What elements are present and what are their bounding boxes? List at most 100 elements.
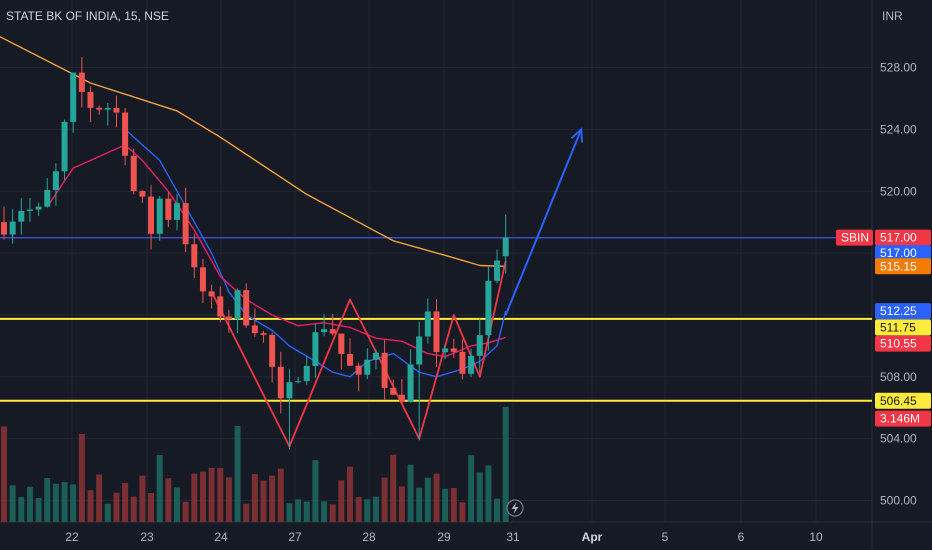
price-label-5: 510.55 <box>875 335 931 352</box>
candle-body-27 <box>234 290 241 320</box>
volume-bar-50 <box>433 473 440 522</box>
candle-body-31 <box>269 334 276 367</box>
price-label-text-5: 510.55 <box>880 337 917 351</box>
volume-bar-19 <box>165 478 172 522</box>
y-tick-label-6: 524.00 <box>880 122 917 136</box>
symbol-tag-bg <box>836 229 873 246</box>
volume-bar-31 <box>269 475 276 522</box>
candle-body-32 <box>277 366 284 399</box>
candle-body-48 <box>416 336 423 365</box>
volume-bar-25 <box>217 468 224 522</box>
x-tick-label-8: 5 <box>662 530 669 544</box>
volume-bar-51 <box>442 488 449 522</box>
price-label-6: 506.45 <box>875 392 931 409</box>
x-tick-label-2: 24 <box>214 530 228 544</box>
volume-bar-57 <box>494 498 501 522</box>
x-tick-label-4: 28 <box>362 530 376 544</box>
candle-body-9 <box>78 72 85 92</box>
x-tick-label-7: Apr <box>582 530 603 544</box>
volume-bar-16 <box>139 475 146 522</box>
candle-body-37 <box>321 329 328 333</box>
price-label-3: 512.25 <box>875 303 931 320</box>
candle-body-6 <box>52 171 59 190</box>
candle-body-1 <box>9 221 16 235</box>
volume-bar-32 <box>277 468 284 522</box>
candle-body-12 <box>104 108 111 110</box>
candle-body-13 <box>113 108 120 113</box>
candle-body-11 <box>96 107 103 110</box>
symbol-title: STATE BK OF INDIA, 15, NSE <box>6 9 169 23</box>
price-label-text-1: 517.00 <box>880 246 917 260</box>
volume-bar-54 <box>468 455 475 522</box>
candle-body-58 <box>502 237 509 257</box>
candle-body-22 <box>191 244 198 268</box>
volume-bar-55 <box>476 472 483 522</box>
price-label-text-3: 512.25 <box>880 304 917 318</box>
trend-arrow-head <box>570 127 584 143</box>
volume-bar-26 <box>225 477 232 522</box>
volume-bar-41 <box>355 497 362 522</box>
volume-bar-46 <box>398 486 405 522</box>
candle-body-8 <box>70 72 77 122</box>
price-label-text-6: 506.45 <box>880 394 917 408</box>
candle-body-26 <box>225 316 232 320</box>
volume-bar-33 <box>286 503 293 522</box>
candle-body-43 <box>372 352 379 360</box>
volume-bar-0 <box>1 426 7 522</box>
volume-bar-45 <box>390 454 397 522</box>
volume-bar-23 <box>199 471 206 522</box>
volume-bar-12 <box>104 503 111 522</box>
volume-bar-15 <box>130 496 137 522</box>
volume-bar-8 <box>70 484 77 522</box>
candle-body-19 <box>165 198 172 220</box>
candle-body-39 <box>338 333 345 354</box>
volume-bar-4 <box>35 498 42 522</box>
price-label-text-7: 3.146M <box>880 412 920 426</box>
candle-body-0 <box>1 222 7 235</box>
volume-bar-2 <box>18 497 25 522</box>
candle-body-42 <box>364 359 371 375</box>
volume-bar-5 <box>44 478 51 522</box>
series-line-0 <box>0 35 506 267</box>
x-tick-label-5: 29 <box>437 530 451 544</box>
candle-body-54 <box>468 355 475 374</box>
y-tick-label-2: 508.00 <box>880 370 917 384</box>
x-tick-label-9: 6 <box>738 530 745 544</box>
volume-bar-21 <box>182 501 189 522</box>
volume-bar-53 <box>459 502 466 522</box>
volume-bar-49 <box>424 477 431 522</box>
volume-bar-3 <box>26 486 33 522</box>
y-tick-label-0: 500.00 <box>880 494 917 508</box>
candle-body-34 <box>295 381 302 383</box>
currency-label: INR <box>882 9 903 23</box>
price-label-bg-7 <box>875 410 931 427</box>
price-label-1: 517.00 <box>875 245 931 262</box>
volume-bars <box>1 407 509 522</box>
volume-bar-48 <box>416 487 423 522</box>
x-tick-label-10: 10 <box>809 530 823 544</box>
lightning-icon <box>506 499 524 517</box>
volume-bar-7 <box>61 482 68 522</box>
candle-body-16 <box>139 191 146 197</box>
candle-body-41 <box>355 365 362 375</box>
candle-body-2 <box>18 210 25 222</box>
x-tick-label-0: 22 <box>65 530 79 544</box>
candle-body-40 <box>347 353 353 366</box>
price-label-bg-6 <box>875 392 931 409</box>
volume-bar-17 <box>148 493 155 522</box>
candle-body-5 <box>44 189 51 207</box>
price-label-text-2: 515.15 <box>880 259 917 273</box>
trend-arrow-line <box>504 129 583 316</box>
volume-bar-20 <box>174 487 180 522</box>
volume-bar-40 <box>347 466 353 522</box>
candle-body-35 <box>303 365 310 382</box>
candle-body-50 <box>433 311 440 353</box>
candle-body-55 <box>476 335 483 356</box>
candle-body-45 <box>390 387 397 395</box>
volume-bar-22 <box>191 473 198 522</box>
volume-bar-1 <box>9 485 16 522</box>
candle-body-18 <box>156 198 163 234</box>
volume-bar-27 <box>234 425 241 522</box>
candle-body-47 <box>407 364 414 402</box>
